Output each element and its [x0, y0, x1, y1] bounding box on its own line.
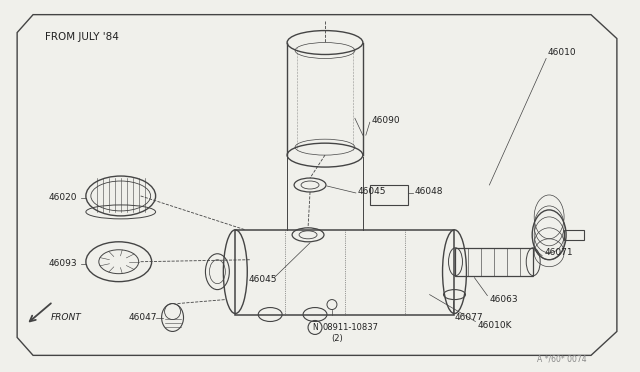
- Text: FROM JULY '84: FROM JULY '84: [45, 32, 119, 42]
- Bar: [564, 230, 584, 240]
- Text: 46020: 46020: [49, 193, 77, 202]
- Text: 46090: 46090: [372, 116, 401, 125]
- Text: 08911-10837: 08911-10837: [323, 323, 379, 332]
- Bar: [370, 185, 408, 205]
- Text: 46010K: 46010K: [477, 321, 512, 330]
- Text: 46077: 46077: [454, 313, 483, 322]
- Text: N: N: [312, 323, 318, 332]
- Text: 46010: 46010: [547, 48, 576, 57]
- Text: 46047: 46047: [129, 313, 157, 322]
- Text: 46063: 46063: [490, 295, 518, 304]
- Text: 46071: 46071: [544, 248, 573, 257]
- Text: 46093: 46093: [49, 259, 77, 268]
- Text: A */60* 0074: A */60* 0074: [537, 355, 587, 364]
- Bar: [456, 248, 533, 276]
- Text: 46045: 46045: [248, 275, 276, 284]
- Text: 46048: 46048: [415, 187, 443, 196]
- Bar: [236, 230, 454, 314]
- Text: FRONT: FRONT: [51, 313, 82, 322]
- Text: 46045: 46045: [358, 187, 387, 196]
- Text: (2): (2): [331, 334, 343, 343]
